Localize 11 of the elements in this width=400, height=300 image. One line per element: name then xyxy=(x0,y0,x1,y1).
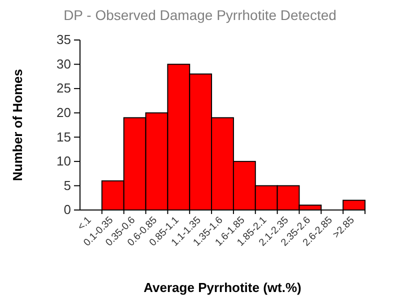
y-tick-label: 15 xyxy=(56,129,71,144)
y-tick-label: 35 xyxy=(56,32,71,48)
chart-title: DP - Observed Damage Pyrrhotite Detected xyxy=(64,7,336,23)
x-axis-title: Average Pyrrhotite (wt.%) xyxy=(144,280,302,295)
y-tick-label: 20 xyxy=(56,105,71,120)
y-tick-label: 10 xyxy=(56,154,71,169)
y-tick-label: 30 xyxy=(56,56,71,72)
y-tick-label: 0 xyxy=(64,202,71,218)
y-axis-title: Number of Homes xyxy=(10,69,25,181)
y-tick-label: 5 xyxy=(64,178,71,193)
y-tick-label: 25 xyxy=(56,80,71,96)
